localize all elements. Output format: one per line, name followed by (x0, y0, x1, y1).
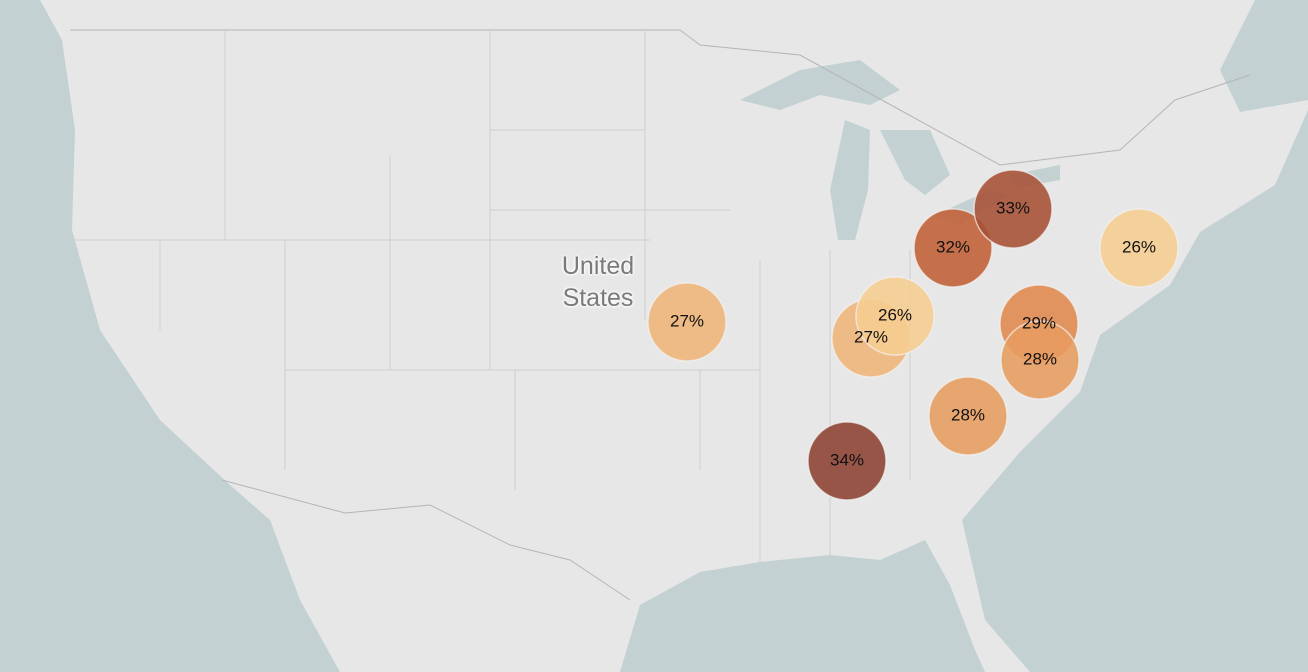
lake-superior (740, 60, 900, 110)
marker-label: 26% (878, 305, 912, 324)
marker-label: 28% (1023, 349, 1057, 368)
marker-label: 27% (670, 311, 704, 330)
country-border (70, 29, 1251, 601)
marker (973, 169, 1053, 249)
country-label: United States (561, 252, 635, 312)
lake-huron (880, 130, 950, 195)
marker (1000, 320, 1080, 400)
marker (855, 276, 935, 356)
marker-label: 29% (1022, 313, 1056, 332)
marker (647, 282, 727, 362)
marker-label: 32% (936, 237, 970, 256)
marker-label: 28% (951, 405, 985, 424)
lake-michigan (830, 120, 870, 240)
marker (928, 376, 1008, 456)
atlantic-ocean (962, 110, 1308, 672)
pacific-ocean (0, 0, 340, 672)
marker (913, 208, 993, 288)
marker (1099, 208, 1179, 288)
state-lines (75, 30, 911, 570)
gulf-of-mexico (620, 540, 985, 672)
atlantic-north (1220, 0, 1308, 112)
marker-label: 33% (996, 198, 1030, 217)
marker-label: 26% (1122, 237, 1156, 256)
marker-label: 27% (854, 327, 888, 346)
marker-label: 34% (830, 450, 864, 469)
marker (807, 421, 887, 501)
